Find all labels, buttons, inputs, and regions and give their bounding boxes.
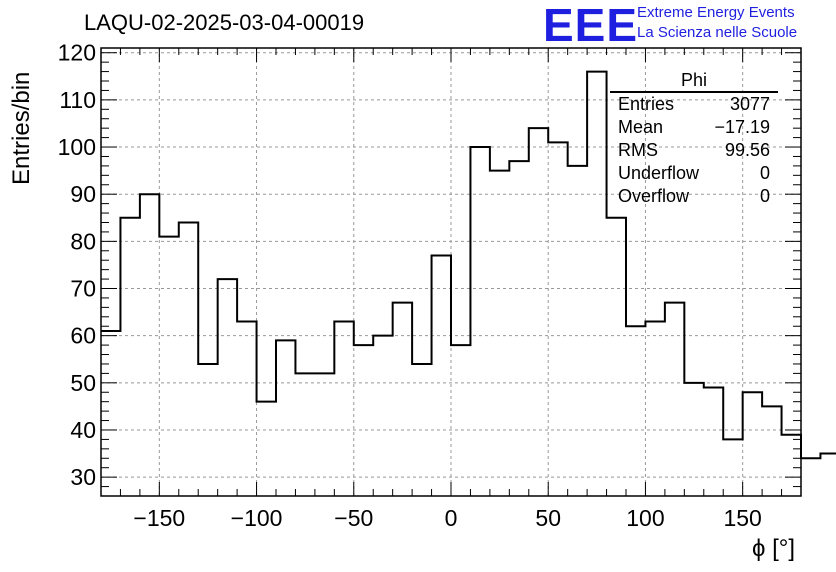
stats-label: Entries — [618, 94, 675, 114]
x-tick-label: 0 — [445, 505, 458, 531]
histogram-bin — [723, 439, 742, 441]
logo-line-1: Extreme Energy Events — [637, 4, 795, 21]
histogram-bin — [743, 392, 762, 394]
histogram-bin — [451, 345, 470, 347]
y-tick-label: 80 — [70, 228, 96, 254]
histogram-bin — [704, 388, 723, 390]
y-axis-label: Entries/bin — [8, 71, 35, 185]
stats-value: 0 — [759, 163, 770, 183]
histogram-bin — [101, 331, 120, 333]
y-tick-label: 110 — [59, 87, 96, 113]
histogram-bin — [237, 322, 256, 324]
histogram-bin — [684, 383, 703, 385]
histogram-bin — [626, 326, 645, 328]
stats-value: 3077 — [729, 94, 770, 114]
tick-labels: −150 −100 −50 0 50 100 150 30 40 50 60 70 80 90 100 110… — [58, 40, 762, 531]
x-tick-label: 100 — [626, 505, 664, 531]
chart-title: LAQU-02-2025-03-04-00019 — [84, 10, 365, 35]
x-axis-label: ϕ [°] — [752, 535, 796, 562]
stats-title: Phi — [610, 70, 778, 93]
histogram-bin — [607, 218, 626, 220]
histogram-bin — [432, 255, 451, 257]
histogram-bin — [354, 345, 373, 347]
axis-ticks — [100, 48, 802, 497]
histogram-series — [101, 70, 836, 460]
x-tick-label: −100 — [231, 505, 283, 531]
stats-row-mean: Mean −17.19 — [610, 116, 778, 139]
stats-row-entries: Entries 3077 — [610, 93, 778, 116]
logo-line-2: La Scienza nelle Scuole — [637, 24, 798, 41]
x-tick-label: −50 — [334, 505, 373, 531]
y-tick-label: 90 — [70, 181, 96, 207]
histogram-bin — [529, 128, 548, 130]
histogram-bin — [373, 336, 392, 338]
histogram-bin — [140, 194, 159, 196]
stats-label: Mean — [618, 117, 664, 137]
histogram-bin — [665, 303, 684, 305]
histogram-bin — [257, 402, 276, 404]
histogram-bin — [470, 147, 489, 149]
y-tick-label: 50 — [70, 370, 96, 396]
stats-label: Overflow — [618, 186, 690, 206]
histogram-bin — [315, 373, 334, 375]
histogram-bin — [782, 435, 801, 437]
stats-value: −17.19 — [714, 117, 770, 137]
histogram-bin — [820, 454, 836, 456]
stats-row-rms: RMS 99.56 — [610, 139, 778, 162]
histogram-bin — [159, 237, 178, 239]
histogram-bin — [548, 142, 567, 144]
histogram-bin — [801, 458, 820, 460]
stats-label: RMS — [618, 140, 658, 160]
histogram-bin — [218, 279, 237, 281]
histogram-bin — [276, 340, 295, 342]
histogram-bin — [490, 171, 509, 173]
histogram-line — [101, 70, 836, 460]
histogram-bin — [198, 364, 217, 366]
stats-row-overflow: Overflow 0 — [610, 185, 778, 208]
histogram-bin — [179, 222, 198, 224]
histogram-bin — [334, 322, 353, 324]
stats-label: Underflow — [618, 163, 700, 183]
stats-value: 99.56 — [724, 140, 770, 160]
stats-box: Phi Entries 3077 Mean −17.19 RMS 99.56 U… — [610, 70, 778, 208]
x-tick-label: 50 — [535, 505, 561, 531]
histogram-bin — [412, 364, 431, 366]
histogram-bin — [587, 72, 606, 74]
y-tick-label: 120 — [58, 40, 96, 66]
histogram-bin — [120, 218, 139, 220]
histogram-bin — [509, 161, 528, 163]
y-tick-label: 70 — [70, 276, 96, 302]
y-tick-label: 30 — [70, 464, 96, 490]
x-tick-label: 150 — [723, 505, 761, 531]
histogram-bin — [295, 373, 314, 375]
histogram-bin — [762, 406, 781, 408]
histogram-bin — [393, 303, 412, 305]
x-tick-label: −150 — [133, 505, 185, 531]
histogram-bin — [568, 166, 587, 168]
y-tick-label: 40 — [70, 417, 96, 443]
y-tick-label: 100 — [58, 134, 96, 160]
histogram-bin — [645, 322, 664, 324]
y-tick-label: 60 — [70, 323, 96, 349]
eee-logo: EEE — [543, 0, 639, 51]
stats-row-underflow: Underflow 0 — [610, 162, 778, 185]
stats-value: 0 — [759, 186, 770, 206]
